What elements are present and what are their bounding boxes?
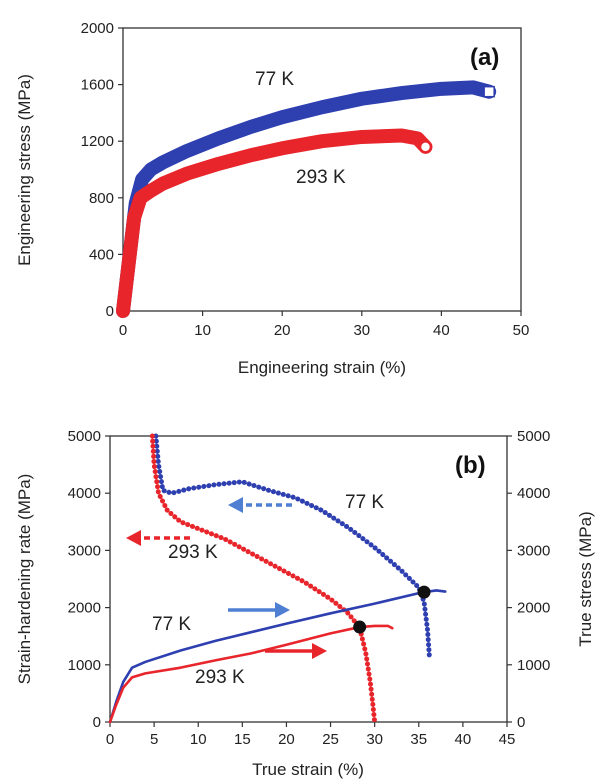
- a-xtick-label: 10: [194, 322, 211, 339]
- b-stress-curve: [108, 589, 447, 724]
- b-ytick-label: 2000: [68, 600, 101, 617]
- a-xtick-label: 30: [353, 322, 370, 339]
- arrow-77k-stress: [228, 602, 290, 618]
- b-ytick-label: 4000: [68, 485, 101, 502]
- b-ytick-label: 3000: [68, 542, 101, 559]
- panel-b-x-axis-label: True strain (%): [252, 760, 364, 779]
- a-ytick-label: 400: [89, 246, 114, 263]
- a-series-line: [116, 128, 433, 318]
- b-xtick-label: 40: [455, 731, 472, 748]
- panel-b-frame: [109, 435, 508, 723]
- a-ytick-label: 2000: [81, 20, 114, 37]
- panel-b-series: [108, 433, 447, 725]
- b-xtick-label: 30: [366, 731, 383, 748]
- arrow-77k-rate: [228, 497, 292, 513]
- panel-a-annotation-77k: 77 K: [255, 69, 294, 90]
- b-intersection-point: [353, 620, 367, 634]
- panel-b-label: (b): [455, 452, 486, 479]
- a-ytick-label: 800: [89, 190, 114, 207]
- b-xtick-label: 20: [278, 731, 295, 748]
- b-xtick-label: 10: [190, 731, 207, 748]
- panel-b-y-axis-label: Strain-hardening rate (MPa): [15, 474, 34, 685]
- arrow-293k-stress: [265, 643, 327, 659]
- panel-a-label: (a): [470, 44, 499, 71]
- b-xtick-label: 5: [150, 731, 158, 748]
- b-xtick-label: 25: [322, 731, 339, 748]
- panel-a-y-axis-label: Engineering stress (MPa): [15, 74, 34, 266]
- arrow-293k-rate: [126, 530, 190, 546]
- b-xtick-label: 0: [106, 731, 114, 748]
- panel-b-annotation-77k-rate: 77 K: [345, 492, 384, 513]
- panel-b-annotation-77k-stress: 77 K: [152, 614, 191, 635]
- a-xtick-label: 20: [274, 322, 291, 339]
- panel-b-annotation-293k-stress: 293 K: [195, 667, 245, 688]
- panel-a-annotation-293k: 293 K: [296, 167, 346, 188]
- b-ytick-label: 1000: [68, 657, 101, 674]
- b-ytick-label-right: 1000: [517, 657, 550, 674]
- panel-a-series: [116, 80, 497, 318]
- b-xtick-label: 45: [499, 731, 516, 748]
- a-series-end-marker: [483, 85, 495, 98]
- panel-a-ticks: 0 10 20 30 40 50 0 400 800 1200 1600 2000: [81, 20, 530, 339]
- a-ytick-label: 1200: [81, 133, 114, 150]
- b-ytick-label: 5000: [68, 428, 101, 445]
- a-xtick-label: 50: [513, 322, 530, 339]
- b-stress-curve: [108, 624, 394, 724]
- panel-a-frame: [122, 27, 522, 312]
- b-intersection-point: [417, 585, 431, 599]
- b-ytick-label: 0: [93, 714, 101, 731]
- a-xtick-label: 0: [119, 322, 127, 339]
- b-ytick-label-right: 5000: [517, 428, 550, 445]
- b-rate-curve: [149, 433, 378, 725]
- a-series-line: [116, 80, 497, 318]
- b-ytick-label-right: 2000: [517, 600, 550, 617]
- b-ytick-label-right: 4000: [517, 485, 550, 502]
- panel-a-x-axis-label: Engineering strain (%): [238, 358, 406, 377]
- b-ytick-label-right: 3000: [517, 542, 550, 559]
- a-series-end-marker: [419, 141, 432, 153]
- panel-b-y-axis-label-right: True stress (MPa): [576, 511, 595, 646]
- b-ytick-label-right: 0: [517, 714, 525, 731]
- b-xtick-label: 35: [410, 731, 427, 748]
- a-ytick-label: 1600: [81, 77, 114, 94]
- panel-b-annotation-293k-rate: 293 K: [168, 542, 218, 563]
- b-xtick-label: 15: [234, 731, 251, 748]
- a-xtick-label: 40: [433, 322, 450, 339]
- a-ytick-label: 0: [106, 303, 114, 320]
